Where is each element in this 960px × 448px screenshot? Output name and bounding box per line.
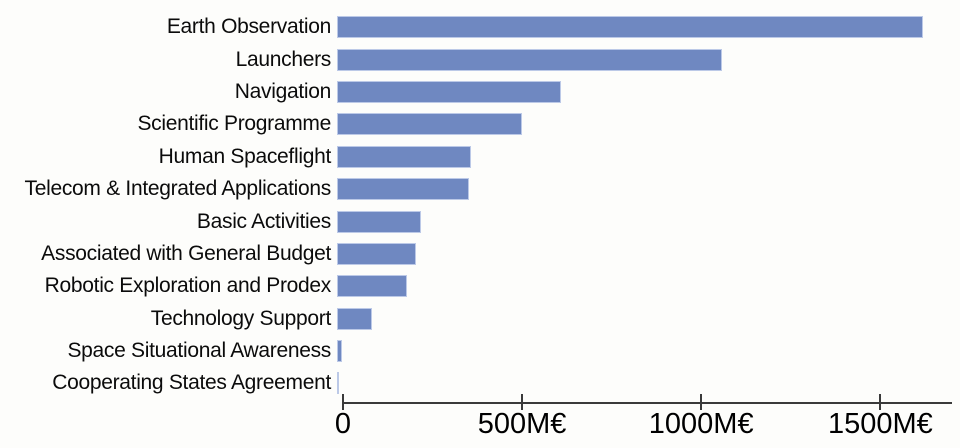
bar-row: Cooperating States Agreement: [0, 367, 960, 399]
bar: [337, 80, 561, 103]
x-axis-tick-label: 1000M€: [648, 408, 754, 440]
bar: [337, 242, 416, 265]
x-axis-tick-label: 500M€: [477, 408, 567, 440]
x-axis-tick: [521, 394, 524, 410]
bar: [337, 372, 339, 395]
category-label: Earth Observation: [166, 15, 331, 39]
bar-track: [337, 275, 960, 298]
category-label: Robotic Exploration and Prodex: [44, 274, 332, 298]
bar-row: Space Situational Awareness: [0, 335, 960, 367]
bar: [337, 145, 471, 168]
category-label: Launchers: [235, 47, 332, 71]
bar-track: [337, 80, 960, 103]
bar-row: Basic Activities: [0, 205, 960, 237]
bar-track: [337, 48, 960, 71]
category-label: Telecom & Integrated Applications: [24, 177, 332, 201]
bar-track: [337, 178, 960, 201]
bar: [337, 16, 924, 39]
bar-row: Technology Support: [0, 303, 960, 335]
bar-row: Earth Observation: [0, 11, 960, 43]
x-axis-line: [343, 402, 952, 404]
bar: [337, 210, 422, 233]
bar: [337, 48, 722, 71]
bar-track: [337, 113, 960, 136]
category-label: Technology Support: [150, 306, 332, 330]
bar: [337, 340, 343, 363]
category-label: Space Situational Awareness: [67, 339, 331, 363]
bar-row: Launchers: [0, 43, 960, 75]
bar-track: [337, 16, 960, 39]
category-label: Basic Activities: [196, 209, 331, 233]
x-axis: [342, 394, 952, 410]
x-axis-tick: [342, 394, 344, 410]
bar-row: Navigation: [0, 76, 960, 108]
category-label: Associated with General Budget: [41, 241, 331, 265]
bar-track: [337, 210, 960, 233]
bar-track: [337, 242, 960, 265]
bar-row: Associated with General Budget: [0, 238, 960, 270]
bar-track: [337, 372, 960, 395]
x-axis-tick: [879, 394, 882, 410]
bar: [337, 178, 469, 201]
bar-row: Human Spaceflight: [0, 141, 960, 173]
bar-track: [337, 340, 960, 363]
bar: [337, 113, 523, 136]
chart-rows: Earth Observation Launchers Navigation Scie…: [0, 11, 960, 400]
bar-track: [337, 307, 960, 330]
bar-row: Scientific Programme: [0, 108, 960, 140]
bar-row: Robotic Exploration and Prodex: [0, 270, 960, 302]
x-axis-tick-labels: 0 500M€ 1000M€ 1500M€: [335, 408, 952, 445]
bar-row: Telecom & Integrated Applications: [0, 173, 960, 205]
category-label: Scientific Programme: [137, 112, 331, 136]
bar: [337, 307, 372, 330]
bar-track: [337, 145, 960, 168]
category-label: Navigation: [234, 79, 332, 103]
category-label: Cooperating States Agreement: [52, 371, 331, 395]
x-axis-tick: [700, 394, 703, 410]
bar: [337, 275, 407, 298]
x-axis-tick-label: 0: [334, 408, 352, 440]
x-axis-tick-label: 1500M€: [827, 408, 933, 440]
category-label: Human Spaceflight: [158, 144, 332, 168]
